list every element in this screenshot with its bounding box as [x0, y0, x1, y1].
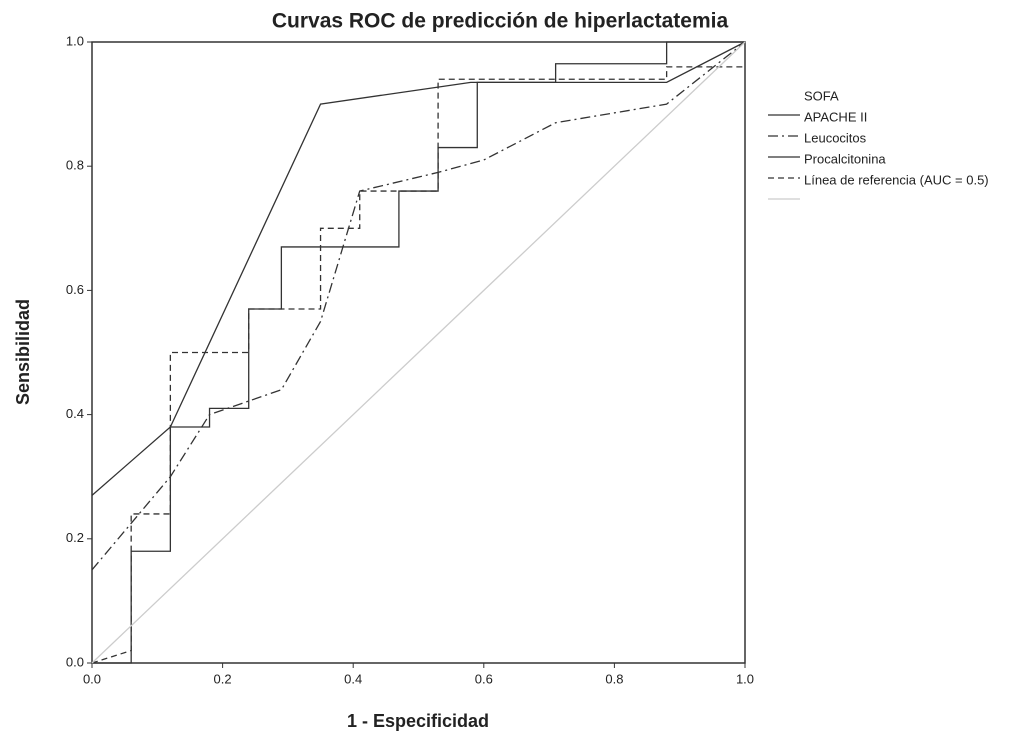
y-tick-label: 0.8	[66, 158, 84, 173]
y-axis-label: Sensibilidad	[13, 299, 33, 405]
roc-line	[91, 41, 746, 496]
chart-title: Curvas ROC de predicción de hiperlactate…	[272, 10, 729, 33]
legend-label: SOFA	[804, 88, 839, 103]
legend-label: APACHE II	[804, 109, 867, 124]
y-tick-label: 0.4	[66, 406, 84, 421]
roc-line	[91, 41, 746, 664]
x-tick-label: 0.4	[344, 671, 362, 686]
x-axis-label: 1 - Especificidad	[347, 711, 489, 731]
x-tick-label: 0.0	[83, 671, 101, 686]
legend-label: Procalcitonina	[804, 151, 886, 166]
x-tick-label: 0.8	[605, 671, 623, 686]
x-tick-label: 0.6	[475, 671, 493, 686]
roc-line	[91, 66, 745, 664]
x-tick-label: 0.2	[214, 671, 232, 686]
legend-label: Leucocitos	[804, 130, 867, 145]
y-tick-label: 0.6	[66, 282, 84, 297]
roc-line	[91, 41, 746, 571]
y-tick-label: 0.2	[66, 530, 84, 545]
legend-label: Línea de referencia (AUC = 0.5)	[804, 172, 989, 187]
x-tick-label: 1.0	[736, 671, 754, 686]
y-tick-label: 0.0	[66, 654, 84, 669]
y-tick-label: 1.0	[66, 33, 84, 48]
